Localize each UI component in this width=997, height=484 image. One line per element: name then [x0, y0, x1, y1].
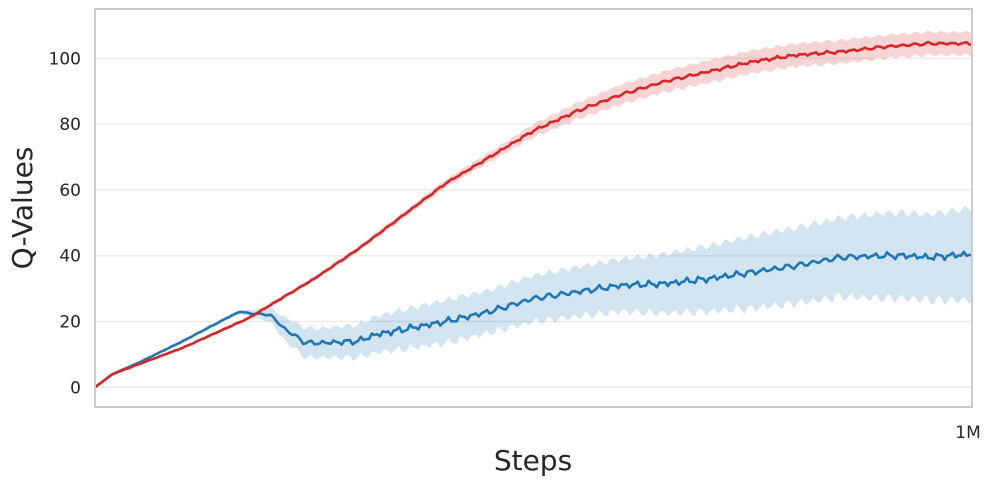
plot-frame: [94, 8, 973, 408]
y-axis-title: Q-Values: [6, 147, 39, 270]
line-series-1: [94, 250, 973, 389]
y-tick-label-60: 60: [59, 181, 81, 201]
series-lines: [94, 40, 973, 389]
y-tick-label-20: 20: [59, 312, 81, 332]
y-tick-label-80: 80: [59, 115, 81, 135]
x-tick-labels: 1M: [955, 423, 980, 443]
y-tick-label-100: 100: [49, 49, 81, 69]
y-tick-label-40: 40: [59, 247, 81, 267]
y-tick-labels: 0 20 40 60 80 100: [49, 49, 81, 398]
plot-background: [95, 9, 972, 407]
y-tick-label-0: 0: [70, 378, 81, 398]
line-series-0: [94, 40, 972, 389]
x-tick-label-0: 1M: [955, 423, 980, 443]
x-axis-title: Steps: [494, 444, 572, 477]
